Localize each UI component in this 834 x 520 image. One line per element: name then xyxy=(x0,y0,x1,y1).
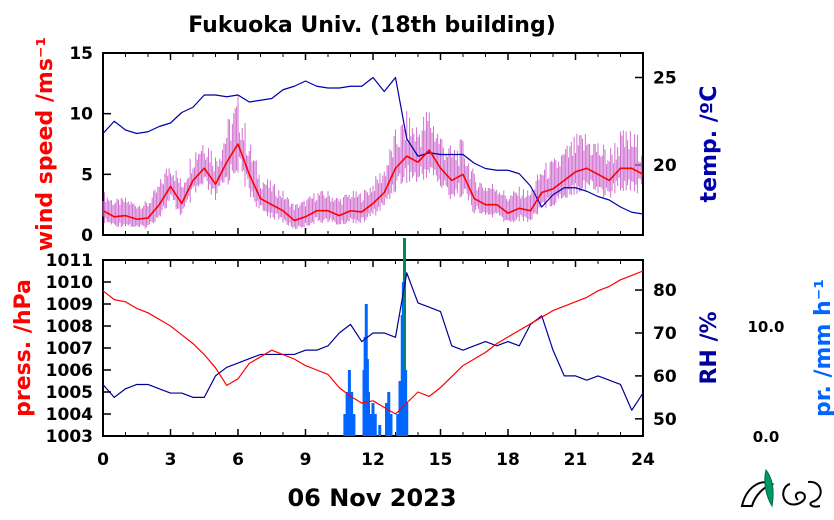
precip-tick-label: 0.0 xyxy=(753,428,780,446)
logo-icon xyxy=(740,468,822,508)
wind-axis-title: wind speed /ms⁻¹ xyxy=(33,37,58,251)
rh-axis-title: RH /% xyxy=(697,311,722,384)
precip-bar xyxy=(387,392,391,436)
wind-y-tick-label: 0 xyxy=(81,226,93,246)
precip-bar xyxy=(398,381,402,436)
precip-bar xyxy=(396,414,400,436)
rh-y-tick-label: 80 xyxy=(653,281,677,301)
precip-bar xyxy=(371,403,375,436)
date-label: 06 Nov 2023 xyxy=(287,484,456,512)
rh-y-tick-label: 70 xyxy=(653,324,677,344)
press-y-tick-label: 1010 xyxy=(46,273,93,293)
precip-bar xyxy=(405,403,409,436)
chart-title: Fukuoka Univ. (18th building) xyxy=(188,13,556,38)
temperature-line xyxy=(102,76,644,215)
precip-bar xyxy=(352,414,356,436)
x-tick-label: 15 xyxy=(429,450,453,470)
humidity-line xyxy=(102,272,644,411)
bottom-panel-ticks xyxy=(102,259,644,437)
precip-bar xyxy=(369,414,373,436)
precip-bar xyxy=(403,238,406,436)
wind-speed-line xyxy=(102,143,644,222)
temp-axis-title: temp. /ºC xyxy=(697,86,722,203)
wind-y-tick-label: 10 xyxy=(69,105,93,125)
x-tick-label: 24 xyxy=(631,450,655,470)
press-y-tick-label: 1011 xyxy=(46,251,93,271)
press-y-tick-label: 1006 xyxy=(46,361,93,381)
precip-bar xyxy=(350,392,354,436)
wind-y-tick-label: 15 xyxy=(69,44,93,64)
temp-y-tick-label: 20 xyxy=(653,156,677,176)
rh-y-tick-label: 60 xyxy=(653,367,677,387)
press-y-tick-label: 1004 xyxy=(46,405,93,425)
wind-gust-band xyxy=(102,96,643,230)
tick-labels: 0 3 6 9 12 15 18 21 24 0 5 10 15 20 25 1003100410051006… xyxy=(46,44,785,470)
x-tick-label: 3 xyxy=(165,450,177,470)
press-y-tick-label: 1005 xyxy=(46,383,93,403)
wind-y-tick-label: 5 xyxy=(81,165,93,185)
rh-y-tick-label: 50 xyxy=(653,410,677,430)
press-y-tick-label: 1009 xyxy=(46,295,93,315)
x-tick-label: 12 xyxy=(361,450,385,470)
precip-axis-title: pr. /mm h⁻¹ xyxy=(811,279,834,417)
precip-bar xyxy=(378,425,382,436)
precip-bar xyxy=(367,392,370,436)
press-y-tick-label: 1003 xyxy=(46,427,93,447)
precip-tick-label: 10.0 xyxy=(747,318,784,336)
x-tick-label: 18 xyxy=(496,450,520,470)
x-tick-label: 6 xyxy=(232,450,244,470)
press-y-tick-label: 1007 xyxy=(46,339,93,359)
x-tick-label: 0 xyxy=(97,450,109,470)
x-tick-label: 21 xyxy=(564,450,588,470)
series-layer xyxy=(102,76,644,436)
pressure-axis-title: press. /hPa xyxy=(11,279,36,417)
precip-bar xyxy=(347,370,351,436)
precip-bar xyxy=(373,414,377,436)
precip-bar xyxy=(343,414,347,436)
pressure-line xyxy=(102,270,644,415)
temp-y-tick-label: 25 xyxy=(653,69,677,89)
x-tick-label: 9 xyxy=(300,450,312,470)
precip-bar xyxy=(385,403,388,436)
press-y-tick-label: 1008 xyxy=(46,317,93,337)
precip-bar xyxy=(389,414,393,436)
precip-bar xyxy=(345,392,349,436)
top-panel-ticks xyxy=(102,52,644,236)
